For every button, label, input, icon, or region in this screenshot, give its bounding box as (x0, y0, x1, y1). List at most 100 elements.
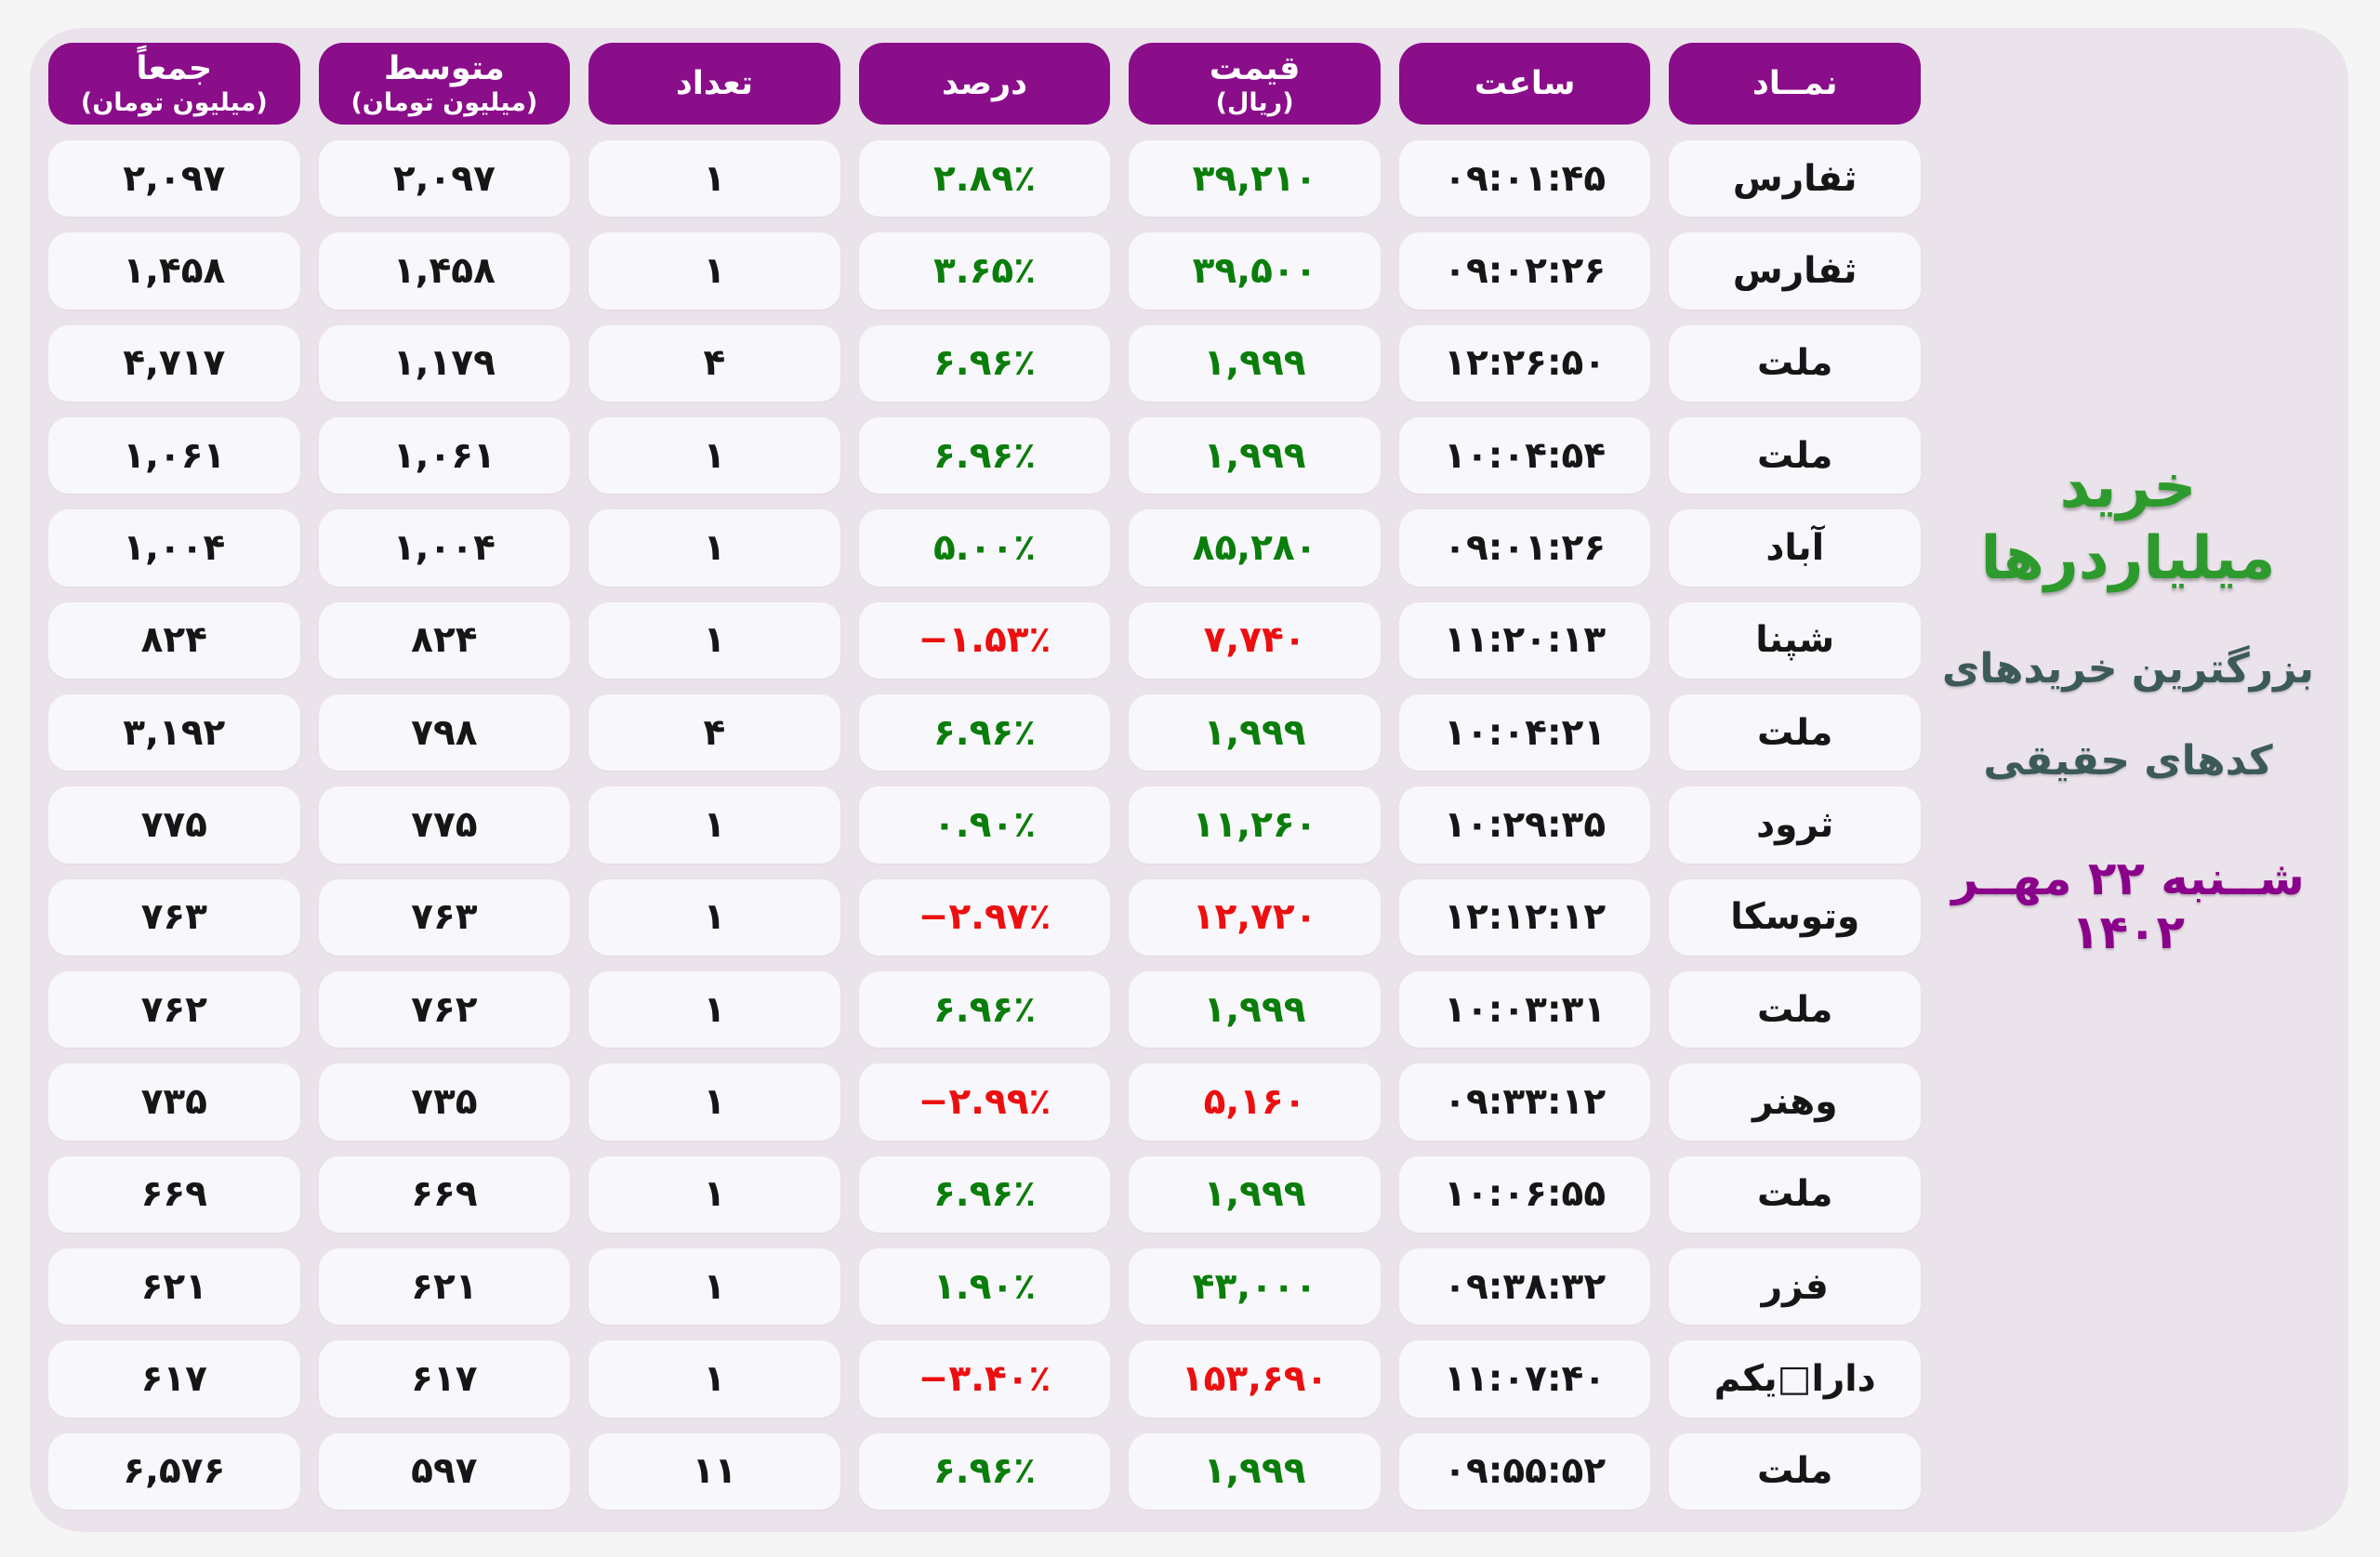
cell-time: ۱۰:۰۴:۵۴ (1398, 417, 1651, 495)
cell-count: ۱ (588, 417, 840, 495)
column-header-count: تعداد (588, 43, 840, 125)
cell-percent: ۵.۰۰٪ (858, 509, 1111, 587)
column-header-total: جمعاً (میلیون تومان) (48, 43, 300, 125)
subtitle-line-2: کدهای حقیقی (1983, 736, 2273, 785)
cell-count: ۱ (588, 140, 840, 218)
cell-average: ۲,۰۹۷ (318, 140, 571, 218)
cell-total: ۷۶۳ (48, 878, 300, 956)
cell-time: ۰۹:۰۱:۴۵ (1398, 140, 1651, 218)
cell-average: ۶۱۷ (318, 1340, 571, 1418)
cell-percent: −۱.۵۳٪ (858, 601, 1111, 679)
cell-total: ۷۶۲ (48, 971, 300, 1049)
cell-symbol: ملت (1669, 694, 1921, 772)
cell-average: ۶۶۹ (318, 1155, 571, 1233)
cell-count: ۱ (588, 1063, 840, 1141)
title-panel: خرید میلیاردرها بزرگترین خریدهای کدهای ح… (1921, 43, 2335, 1510)
cell-count: ۱ (588, 971, 840, 1049)
cell-count: ۱ (588, 601, 840, 679)
cell-time: ۱۰:۲۹:۳۵ (1398, 786, 1651, 864)
cell-symbol: ثفارس (1669, 140, 1921, 218)
cell-symbol: شپنا (1669, 601, 1921, 679)
cell-total: ۶۱۷ (48, 1340, 300, 1418)
cell-average: ۱,۴۵۸ (318, 232, 571, 310)
cell-percent: ۳.۶۵٪ (858, 232, 1111, 310)
cell-price: ۱۵۳,۶۹۰ (1129, 1340, 1381, 1418)
cell-count: ۱ (588, 232, 840, 310)
cell-total: ۶۶۹ (48, 1155, 300, 1233)
cell-average: ۷۹۸ (318, 694, 571, 772)
cell-time: ۱۱:۲۰:۱۳ (1398, 601, 1651, 679)
cell-symbol: ملت (1669, 324, 1921, 402)
cell-price: ۱,۹۹۹ (1129, 324, 1381, 402)
cell-symbol: ملت (1669, 1432, 1921, 1510)
cell-symbol: ثفارس (1669, 232, 1921, 310)
cell-symbol: آباد (1669, 509, 1921, 587)
cell-average: ۱,۱۷۹ (318, 324, 571, 402)
cell-average: ۵۹۷ (318, 1432, 571, 1510)
cell-time: ۰۹:۳۸:۳۲ (1398, 1248, 1651, 1326)
cell-total: ۷۳۵ (48, 1063, 300, 1141)
cell-percent: −۲.۹۷٪ (858, 878, 1111, 956)
cell-percent: −۳.۴۰٪ (858, 1340, 1111, 1418)
column-header-symbol: نمــاد (1669, 43, 1921, 125)
board-layout: خرید میلیاردرها بزرگترین خریدهای کدهای ح… (30, 28, 2348, 1532)
cell-percent: ۶.۹۶٪ (858, 324, 1111, 402)
cell-total: ۶۲۱ (48, 1248, 300, 1326)
cell-price: ۴۳,۰۰۰ (1129, 1248, 1381, 1326)
cell-symbol: ملت (1669, 417, 1921, 495)
cell-average: ۷۳۵ (318, 1063, 571, 1141)
cell-average: ۶۲۱ (318, 1248, 571, 1326)
cell-price: ۵,۱۶۰ (1129, 1063, 1381, 1141)
page-subtitle: بزرگترین خریدهای کدهای حقیقی (1942, 623, 2314, 807)
cell-symbol: وتوسکا (1669, 878, 1921, 956)
cell-price: ۱,۹۹۹ (1129, 1432, 1381, 1510)
column-header-percent: درصد (858, 43, 1111, 125)
cell-time: ۰۹:۰۲:۲۶ (1398, 232, 1651, 310)
subtitle-line-1: بزرگترین خریدهای (1942, 644, 2314, 693)
cell-price: ۷,۷۴۰ (1129, 601, 1381, 679)
cell-price: ۱۲,۷۲۰ (1129, 878, 1381, 956)
cell-time: ۱۱:۰۷:۴۰ (1398, 1340, 1651, 1418)
cell-symbol: ملت (1669, 1155, 1921, 1233)
cell-symbol: وهنر (1669, 1063, 1921, 1141)
cell-price: ۱,۹۹۹ (1129, 971, 1381, 1049)
cell-count: ۱ (588, 1248, 840, 1326)
cell-count: ۱۱ (588, 1432, 840, 1510)
cell-average: ۱,۰۶۱ (318, 417, 571, 495)
cell-total: ۱,۰۶۱ (48, 417, 300, 495)
cell-time: ۱۰:۰۳:۳۱ (1398, 971, 1651, 1049)
table-area: نمــاد ساعت قیمت (ریال) درصد تعداد (48, 43, 1921, 1510)
cell-count: ۱ (588, 878, 840, 956)
cell-time: ۰۹:۳۳:۱۲ (1398, 1063, 1651, 1141)
cell-percent: −۲.۹۹٪ (858, 1063, 1111, 1141)
cell-time: ۰۹:۵۵:۵۲ (1398, 1432, 1651, 1510)
cell-average: ۷۶۲ (318, 971, 571, 1049)
table-grid: نمــاد ساعت قیمت (ریال) درصد تعداد (48, 43, 1921, 1510)
cell-average: ۸۲۴ (318, 601, 571, 679)
cell-price: ۸۵,۲۸۰ (1129, 509, 1381, 587)
cell-percent: ۶.۹۶٪ (858, 694, 1111, 772)
cell-symbol: فزر (1669, 1248, 1921, 1326)
cell-percent: ۶.۹۶٪ (858, 417, 1111, 495)
page-title: خرید میلیاردرها (1980, 453, 2276, 593)
cell-price: ۳۹,۲۱۰ (1129, 140, 1381, 218)
cell-percent: ۲.۸۹٪ (858, 140, 1111, 218)
cell-time: ۰۹:۰۱:۲۶ (1398, 509, 1651, 587)
cell-percent: ۶.۹۶٪ (858, 971, 1111, 1049)
cell-average: ۷۶۳ (318, 878, 571, 956)
cell-total: ۸۲۴ (48, 601, 300, 679)
cell-total: ۲,۰۹۷ (48, 140, 300, 218)
cell-average: ۷۷۵ (318, 786, 571, 864)
cell-total: ۷۷۵ (48, 786, 300, 864)
cell-percent: ۶.۹۶٪ (858, 1155, 1111, 1233)
cell-price: ۳۹,۵۰۰ (1129, 232, 1381, 310)
cell-percent: ۶.۹۶٪ (858, 1432, 1111, 1510)
cell-symbol: ثرود (1669, 786, 1921, 864)
cell-symbol: ملت (1669, 971, 1921, 1049)
column-header-average: متوسط (میلیون تومان) (318, 43, 571, 125)
date-label: شــنبه ۲۲ مهــر ۱۴۰۲ (1951, 851, 2305, 959)
cell-time: ۱۰:۰۶:۵۵ (1398, 1155, 1651, 1233)
cell-count: ۱ (588, 1340, 840, 1418)
cell-average: ۱,۰۰۴ (318, 509, 571, 587)
